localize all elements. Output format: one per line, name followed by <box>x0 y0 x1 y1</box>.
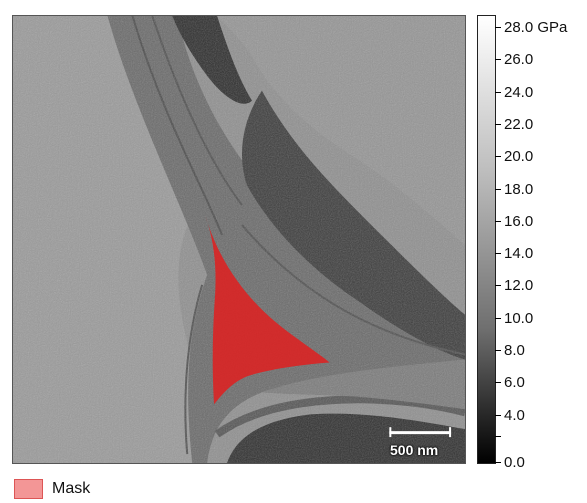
colorbar-tick-label: 24.0 <box>504 83 534 101</box>
colorbar-tick-label: 16.0 <box>504 212 534 230</box>
colorbar-tick <box>495 414 501 416</box>
colorbar-tick-label: 26.0 <box>504 51 534 69</box>
scale-bar <box>389 431 452 435</box>
colorbar-tick-label: 28.0 GPa <box>504 19 568 36</box>
colorbar-tick-label: 8.0 <box>504 342 525 359</box>
scale-bar-label: 500 nm <box>390 442 439 458</box>
colorbar-tick <box>495 285 501 287</box>
colorbar-tick-label: 10.0 <box>504 309 534 327</box>
colorbar-tick <box>495 462 501 463</box>
colorbar-tick-label: 18.0 <box>504 180 534 198</box>
colorbar-tick-label: 0.0 <box>504 454 525 471</box>
colorbar-tick-label: 14.0 <box>504 245 534 263</box>
colorbar-tick-label: 6.0 <box>504 374 525 392</box>
afm-modulus-map <box>12 15 466 464</box>
colorbar-tick <box>495 156 501 158</box>
colorbar-tick <box>495 436 501 437</box>
colorbar-tick <box>495 123 501 125</box>
colorbar-tick <box>495 220 501 222</box>
colorbar-tick <box>495 317 501 319</box>
mask-legend-swatch <box>14 479 43 499</box>
colorbar-tick <box>495 188 501 190</box>
colorbar <box>477 15 496 464</box>
cell-corner-mask <box>205 215 330 405</box>
colorbar-tick <box>495 382 501 384</box>
mask-legend-label: Mask <box>52 480 91 497</box>
colorbar-tick <box>495 253 501 255</box>
colorbar-tick <box>495 91 501 93</box>
colorbar-tick-label: 4.0 <box>504 406 525 424</box>
colorbar-tick-label: 12.0 <box>504 277 534 295</box>
colorbar-tick <box>495 27 501 28</box>
colorbar-tick <box>495 350 501 351</box>
colorbar-tick-label: 22.0 <box>504 115 534 133</box>
colorbar-tick-label: 20.0 <box>504 148 534 166</box>
colorbar-tick <box>495 59 501 61</box>
